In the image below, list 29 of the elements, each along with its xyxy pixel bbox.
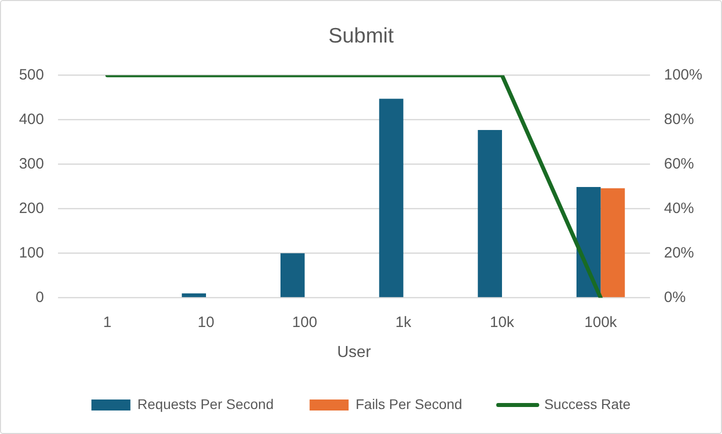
y2-tick-label: 80% bbox=[664, 110, 694, 128]
bar bbox=[182, 293, 206, 298]
y-tick-label: 300 bbox=[18, 155, 44, 172]
x-tick-label: 10k bbox=[490, 314, 515, 331]
bar bbox=[576, 186, 601, 298]
y-tick-label: 500 bbox=[18, 66, 44, 84]
x-tick-label: 100 bbox=[292, 314, 318, 331]
y2-tick-label: 0% bbox=[664, 288, 686, 306]
legend-label: Fails Per Second bbox=[356, 396, 462, 412]
legend-label: Requests Per Second bbox=[137, 396, 274, 412]
y-tick-label: 400 bbox=[18, 110, 44, 128]
y2-tick-label: 20% bbox=[664, 244, 694, 262]
bar bbox=[478, 130, 502, 298]
y-tick-label: 200 bbox=[18, 200, 44, 217]
bar bbox=[379, 98, 404, 298]
chart-title: Submit bbox=[328, 24, 394, 48]
bar bbox=[280, 253, 305, 298]
legend-label: Success Rate bbox=[544, 396, 631, 412]
x-tick-label: 10 bbox=[198, 314, 214, 331]
y-tick-label: 100 bbox=[18, 244, 44, 262]
x-tick-label: 1 bbox=[103, 314, 112, 331]
y2-tick-label: 60% bbox=[664, 155, 694, 172]
x-axis-title: User bbox=[337, 344, 372, 361]
x-tick-label: 1k bbox=[395, 314, 412, 331]
y2-tick-label: 100% bbox=[664, 66, 702, 84]
x-tick-label: 100k bbox=[584, 314, 618, 331]
y2-tick-label: 40% bbox=[664, 200, 694, 217]
bar bbox=[600, 188, 625, 298]
y-tick-label: 0 bbox=[36, 288, 44, 306]
